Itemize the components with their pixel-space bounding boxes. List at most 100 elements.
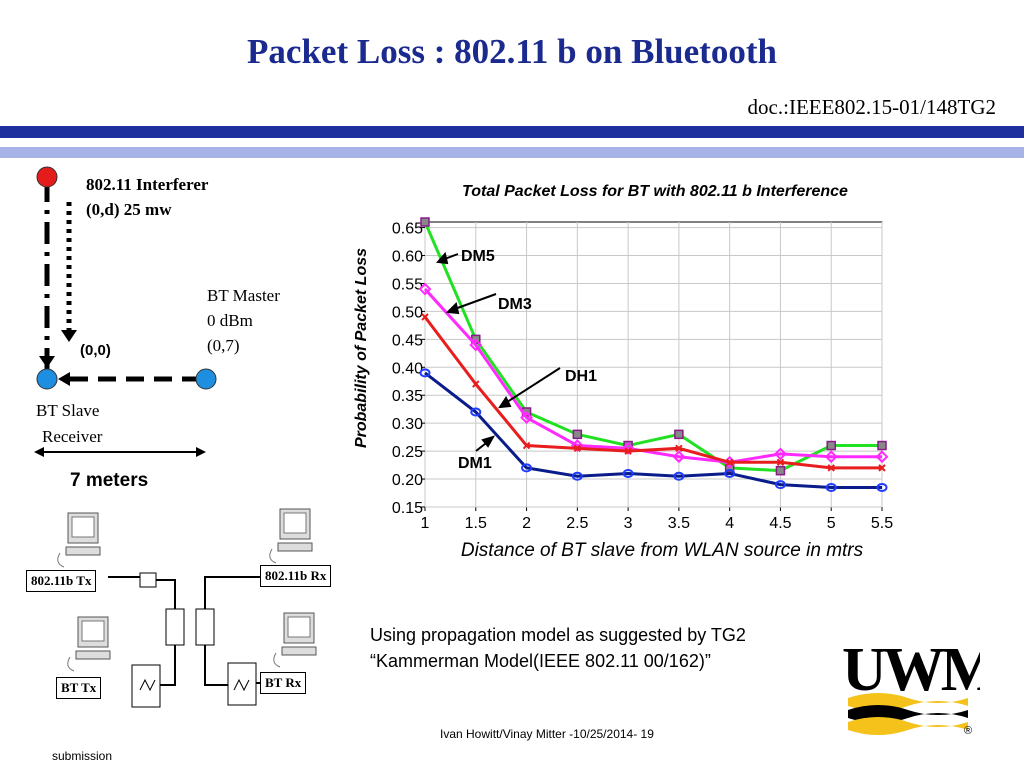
- data-point-dm1: [724, 468, 736, 478]
- series-dm3: [418, 282, 889, 469]
- computer-icon-4: [273, 612, 317, 668]
- x-tick-label: 4.5: [769, 515, 791, 532]
- y-tick-label: 0.40: [392, 360, 423, 377]
- y-tick-label: 0.25: [392, 444, 423, 461]
- data-point-dm1: [622, 468, 634, 478]
- signal-wave-1: [139, 678, 156, 692]
- y-tick-label: 0.45: [392, 332, 423, 349]
- x-tick-label: 1.5: [465, 515, 487, 532]
- data-point-dm5: [775, 465, 786, 476]
- data-point-dh1: [725, 458, 734, 467]
- bt-tx-block: [131, 664, 161, 708]
- data-point-dm3: [824, 450, 838, 464]
- series-line-dm5: [423, 221, 882, 473]
- combiner-block-1: [165, 608, 185, 646]
- series-dm1: [419, 368, 888, 492]
- series-dh1: [421, 313, 886, 472]
- data-point-dm5: [420, 217, 430, 227]
- header-bar-light: [0, 147, 1024, 158]
- wlan-rx-label: 802.11b Rx: [260, 565, 332, 587]
- wlan-tx-label: 802.11b Tx: [26, 570, 97, 592]
- data-point-dm1: [876, 482, 888, 492]
- x-tick-label: 4: [725, 515, 734, 532]
- computer-icon-2: [269, 508, 313, 564]
- series-line-dm3: [423, 288, 882, 464]
- y-tick-label: 0.20: [392, 472, 423, 489]
- master-arrow-head: [58, 372, 70, 386]
- annotation-arrows: [435, 251, 561, 452]
- data-point-dm5: [877, 440, 887, 451]
- data-point-dm3: [469, 338, 483, 352]
- bt-rx-block: [227, 662, 257, 706]
- dm3-annotation: DM3: [498, 296, 532, 313]
- series-line-dm1: [424, 371, 882, 489]
- y-tick-label: 0.15: [392, 500, 423, 517]
- interferer-node: [36, 166, 58, 188]
- data-point-dm1: [825, 482, 837, 492]
- interferer-label-2: (0,d) 25 mw: [86, 200, 172, 219]
- combiner-block-2: [195, 608, 215, 646]
- y-tick-label: 0.60: [392, 249, 423, 266]
- bt-slave-node: [36, 368, 58, 390]
- topology-diagram: [34, 166, 217, 457]
- header-bar: [0, 126, 1024, 138]
- slave-label-2: Receiver: [42, 427, 103, 446]
- data-point-dm3: [520, 411, 533, 425]
- data-point-dm1: [521, 463, 533, 473]
- y-tick-label: 0.55: [392, 276, 423, 293]
- data-point-dm3: [418, 282, 432, 296]
- distance-arrow-right: [196, 447, 206, 457]
- data-point-dm5: [572, 429, 583, 440]
- dm5-annotation: DM5: [461, 248, 495, 265]
- slave-arrow-head: [39, 356, 55, 368]
- y-tick-label: 0.50: [392, 304, 423, 321]
- bt-rx-label: BT Rx: [260, 672, 307, 694]
- computer-icon-3: [67, 616, 111, 672]
- bt-master-node: [195, 368, 217, 390]
- data-point-dm3: [621, 441, 635, 455]
- doc-reference: doc.:IEEE802.15-01/148TG2: [747, 95, 996, 119]
- dm1-annotation: DM1: [458, 455, 492, 472]
- data-point-dh1: [624, 447, 632, 455]
- data-point-dh1: [573, 444, 582, 453]
- distance-label: 7 meters: [70, 470, 149, 491]
- x-tick-label: 3.5: [668, 515, 690, 532]
- interferer-label-1: 802.11 Interferer: [86, 175, 209, 194]
- bt-tx-label: BT Tx: [56, 677, 102, 699]
- data-point-dm1: [774, 480, 786, 490]
- simulation-setup-diagram: [57, 508, 317, 708]
- channel-block: [139, 572, 157, 588]
- data-point-dm3: [774, 447, 787, 461]
- dh1-annotation: DH1: [565, 368, 597, 385]
- interference-arrow-head: [61, 330, 77, 342]
- origin-label: (0,0): [80, 342, 111, 359]
- y-tick-label: 0.35: [392, 388, 423, 405]
- data-point-dm3: [570, 439, 584, 452]
- data-point-dh1: [827, 464, 835, 472]
- master-label-1: BT Master: [207, 286, 280, 305]
- x-tick-label: 2.5: [566, 515, 588, 532]
- x-tick-label: 2: [522, 515, 531, 532]
- model-note-line-1: Using propagation model as suggested by …: [370, 625, 746, 645]
- data-point-dm5: [674, 429, 684, 440]
- master-label-3: (0,7): [207, 336, 240, 355]
- chart-x-axis-label: Distance of BT slave from WLAN source in…: [461, 540, 864, 561]
- data-point-dh1: [421, 313, 429, 321]
- packet-loss-chart: Total Packet Loss for BT with 802.11 b I…: [353, 183, 893, 561]
- master-label-2: 0 dBm: [207, 311, 253, 330]
- x-tick-label: 5.5: [871, 515, 893, 532]
- data-point-dh1: [878, 464, 886, 472]
- footer-text: Ivan Howitt/Vinay Mitter -10/25/2014- 19: [440, 727, 654, 741]
- distance-arrow-left: [34, 447, 44, 457]
- chart-y-axis-label: Probability of Packet Loss: [353, 248, 370, 448]
- data-point-dm3: [875, 450, 889, 464]
- wiring: [108, 576, 270, 686]
- uwm-logo-wave-3: [848, 717, 968, 735]
- uwm-logo-text: UWM: [842, 636, 980, 704]
- data-point-dh1: [776, 458, 785, 467]
- slave-label-1: BT Slave: [36, 401, 100, 420]
- y-tick-label: 0.30: [392, 416, 423, 433]
- data-point-dh1: [675, 444, 683, 453]
- submission-label: submission: [52, 749, 113, 763]
- x-tick-label: 5: [827, 515, 836, 532]
